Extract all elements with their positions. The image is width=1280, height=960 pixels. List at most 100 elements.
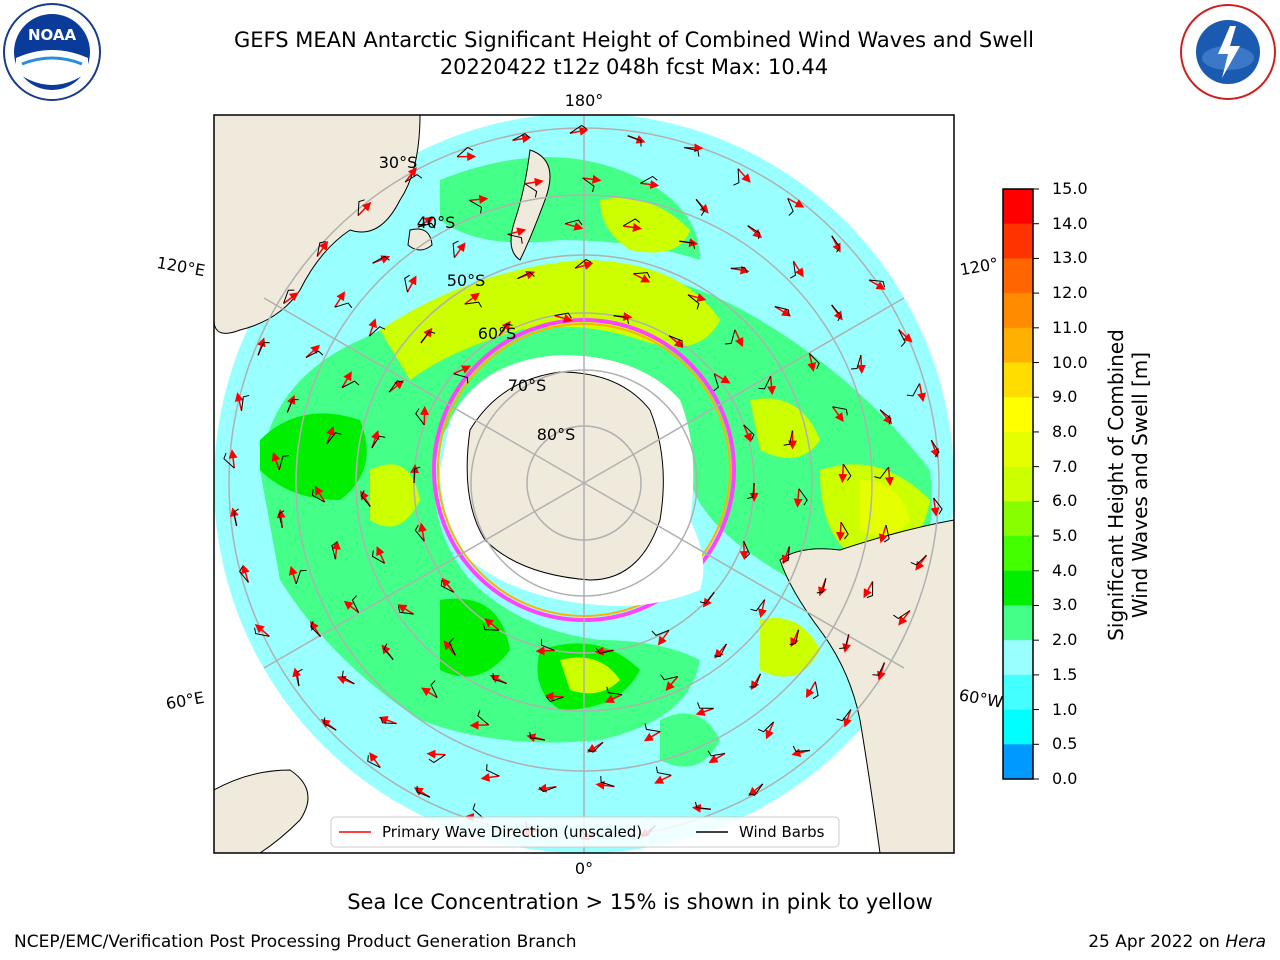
wind-barb: [596, 648, 614, 655]
wind-barb: [453, 373, 469, 384]
wind-barb: [482, 623, 500, 631]
wave-direction-arrow: [668, 335, 684, 348]
colorbar-tick-label: 6.0: [1052, 491, 1078, 511]
wind-barb: [416, 785, 431, 798]
wind-barb: [644, 723, 661, 733]
colorbar-tick-label: 12.0: [1052, 283, 1088, 303]
wind-barb: [747, 225, 761, 240]
wave-direction-arrow: [734, 329, 744, 348]
colorbar-band: [1003, 362, 1033, 398]
wind-barb: [883, 524, 890, 543]
wind-barb: [836, 709, 852, 722]
africa: [214, 769, 309, 853]
footer-date: 25 Apr 2022 on Hera: [1088, 932, 1266, 952]
wind-barb: [369, 326, 386, 337]
colorbar-tick-label: 14.0: [1052, 213, 1088, 233]
wave-direction-arrow: [441, 577, 455, 593]
wind-barb: [684, 147, 700, 157]
wind-barb: [816, 578, 827, 594]
wind-barb: [371, 550, 385, 564]
wave-direction-arrow: [554, 314, 573, 323]
wave-field-3m: [260, 268, 932, 743]
wind-barb: [538, 786, 557, 793]
wind-barb: [687, 294, 700, 310]
wind-barb: [517, 271, 535, 280]
wind-barb: [842, 463, 852, 481]
wind-barb: [787, 198, 794, 216]
colorbar-band: [1003, 189, 1033, 225]
wave-direction-arrow: [305, 344, 321, 359]
wave-direction-arrow: [767, 376, 777, 396]
wave-direction-arrow: [898, 329, 913, 343]
wind-barb: [898, 329, 906, 347]
wave-direction-arrow: [930, 439, 939, 459]
wind-barb: [334, 302, 353, 309]
south-america: [779, 519, 954, 853]
wind-barb: [223, 452, 235, 469]
wind-barb: [893, 610, 911, 620]
nws-logo: [1180, 4, 1276, 100]
wind-barb: [564, 219, 583, 226]
wind-barb: [341, 380, 360, 389]
wind-barb: [469, 199, 483, 214]
wave-direction-arrow: [917, 383, 926, 403]
antarctica-land: [466, 371, 664, 581]
wave-direction-arrow: [326, 426, 335, 445]
colorbar-tick-label: 11.0: [1052, 317, 1088, 337]
wave-direction-arrow: [878, 524, 888, 544]
wave-direction-arrow: [582, 174, 602, 184]
wave-direction-arrow: [369, 752, 381, 769]
wind-barb: [809, 353, 820, 370]
wave-direction-arrow: [838, 463, 848, 483]
colorbar-frame: [1002, 188, 1034, 780]
wave-direction-arrow: [357, 201, 372, 217]
wind-barb: [812, 681, 819, 700]
wind-barb: [414, 524, 425, 542]
colorbar-tick-label: 13.0: [1052, 248, 1088, 268]
colorbar-band: [1003, 744, 1033, 780]
wave-direction-arrow: [537, 783, 557, 793]
wave-direction-arrow: [879, 409, 893, 425]
lon-label-60e: 60°E: [164, 688, 205, 713]
map-frame: [213, 114, 955, 854]
wind-barb: [798, 488, 808, 506]
wave-direction-arrow: [368, 318, 377, 337]
wind-barb: [640, 175, 658, 184]
wave-direction-arrow: [793, 488, 803, 508]
wind-barb: [600, 775, 615, 787]
wave-field-7m: [380, 260, 720, 380]
colorbar-tick-label: 9.0: [1052, 387, 1078, 407]
wave-direction-arrow: [507, 227, 527, 237]
wave-direction-arrow: [687, 293, 707, 302]
wind-barb: [789, 261, 796, 279]
wind-barb: [933, 497, 943, 515]
wave-direction-arrow: [421, 687, 438, 699]
wave-direction-arrow: [569, 126, 589, 136]
wind-barb: [428, 754, 446, 764]
wave-direction-arrow: [713, 373, 731, 384]
wave-direction-arrow: [737, 168, 751, 183]
wind-barb: [750, 599, 766, 612]
wave-direction-arrow: [730, 265, 750, 275]
wind-barb: [477, 710, 489, 726]
colorbar-tick-label: 10.0: [1052, 352, 1088, 372]
wave-direction-arrow: [831, 406, 844, 423]
wind-barb: [831, 304, 842, 322]
wind-barb: [749, 673, 762, 688]
wind-barb: [257, 342, 270, 356]
lon-label-120e: 120°E: [155, 253, 206, 280]
wind-barb: [832, 406, 848, 416]
wave-direction-arrow: [417, 216, 434, 228]
wave-direction-arrow: [787, 197, 805, 208]
wave-direction-arrow: [586, 741, 604, 753]
wind-barb: [679, 240, 696, 249]
wind-barb: [448, 637, 456, 656]
noaa-logo-text: NOAA: [28, 26, 77, 44]
wave-direction-arrow: [283, 292, 299, 305]
wind-barb: [341, 670, 355, 685]
wind-barb: [546, 696, 564, 703]
wave-direction-arrow: [404, 167, 417, 183]
wind-barb: [730, 267, 748, 274]
colorbar-band: [1003, 397, 1033, 433]
wave-direction-arrow: [406, 275, 417, 293]
